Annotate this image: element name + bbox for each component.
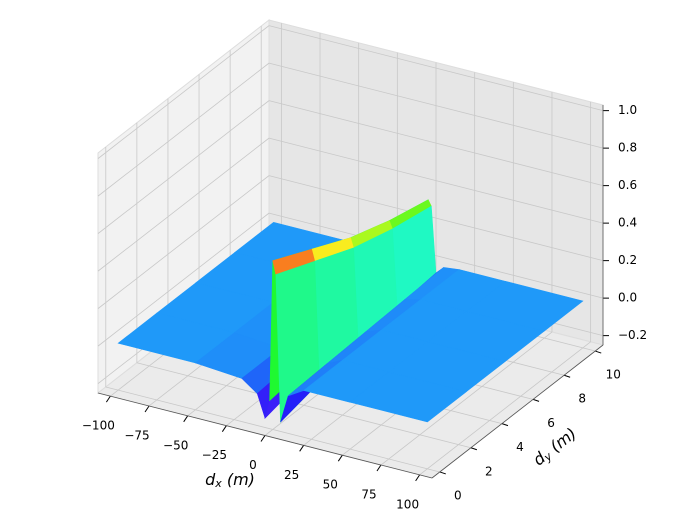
y-tick bbox=[470, 447, 478, 451]
z-tick-label: 0.8 bbox=[618, 141, 637, 155]
axis-label-symbol: d bbox=[205, 470, 216, 489]
z-tick-label: 0.6 bbox=[618, 178, 637, 192]
grid-line bbox=[268, 25, 604, 112]
x-tick bbox=[415, 474, 421, 482]
surface-patch bbox=[349, 371, 467, 423]
x-tick-label: −100 bbox=[82, 419, 115, 433]
grid-line bbox=[97, 137, 270, 272]
x-tick-label: −25 bbox=[202, 448, 227, 462]
z-tick-label: −0.2 bbox=[618, 328, 647, 342]
x-tick-label: −50 bbox=[163, 438, 188, 452]
y-tick-label: 4 bbox=[516, 440, 524, 454]
axis-label: dx (m) bbox=[205, 470, 255, 491]
x-tick-label: 0 bbox=[249, 458, 257, 472]
z-tick-label: 0.2 bbox=[618, 253, 637, 267]
axis-line bbox=[97, 392, 433, 479]
x-tick bbox=[183, 415, 189, 423]
grid-line bbox=[268, 100, 604, 187]
y-tick-label: 2 bbox=[485, 464, 493, 478]
x-tick-label: 75 bbox=[361, 488, 376, 502]
grid-line bbox=[97, 100, 270, 234]
y-tick-label: 6 bbox=[547, 416, 555, 430]
x-tick-label: 25 bbox=[284, 468, 299, 482]
x-tick-label: 100 bbox=[396, 497, 419, 511]
z-tick-label: 1.0 bbox=[618, 103, 637, 117]
axis-label-subscript: x bbox=[214, 477, 222, 490]
y-tick bbox=[532, 398, 540, 402]
y-tick-label: 8 bbox=[578, 392, 586, 406]
grid-line bbox=[380, 331, 553, 466]
x-tick bbox=[299, 445, 305, 452]
x-tick bbox=[337, 454, 343, 462]
grid-line bbox=[268, 175, 604, 262]
x-tick bbox=[144, 405, 150, 413]
x-tick bbox=[221, 425, 227, 432]
grid-line bbox=[97, 212, 270, 347]
x-tick-label: −75 bbox=[124, 428, 149, 442]
x-tick bbox=[105, 395, 111, 403]
grid-line bbox=[268, 212, 604, 299]
x-tick-label: 50 bbox=[323, 478, 338, 492]
axis-label-unit: (m) bbox=[227, 470, 255, 489]
y-tick bbox=[501, 423, 509, 427]
z-tick-label: 0.0 bbox=[618, 291, 637, 305]
x-tick bbox=[376, 464, 382, 472]
grid-line bbox=[97, 175, 270, 309]
y-tick bbox=[595, 350, 602, 354]
grid-line bbox=[268, 137, 604, 224]
grid-line bbox=[419, 341, 591, 476]
grid-line bbox=[268, 62, 604, 149]
x-tick bbox=[260, 435, 266, 442]
grid-line bbox=[105, 386, 440, 473]
grid-line bbox=[97, 25, 270, 159]
grid-line bbox=[136, 362, 471, 449]
y-tick-label: 0 bbox=[454, 488, 462, 502]
y-tick-label: 10 bbox=[606, 368, 621, 382]
z-tick-label: 0.4 bbox=[618, 216, 637, 230]
y-tick bbox=[563, 374, 571, 378]
axis-line bbox=[431, 344, 604, 479]
grid-line bbox=[97, 62, 270, 197]
axis-label: dy (m) bbox=[529, 423, 581, 470]
y-tick bbox=[439, 471, 446, 475]
